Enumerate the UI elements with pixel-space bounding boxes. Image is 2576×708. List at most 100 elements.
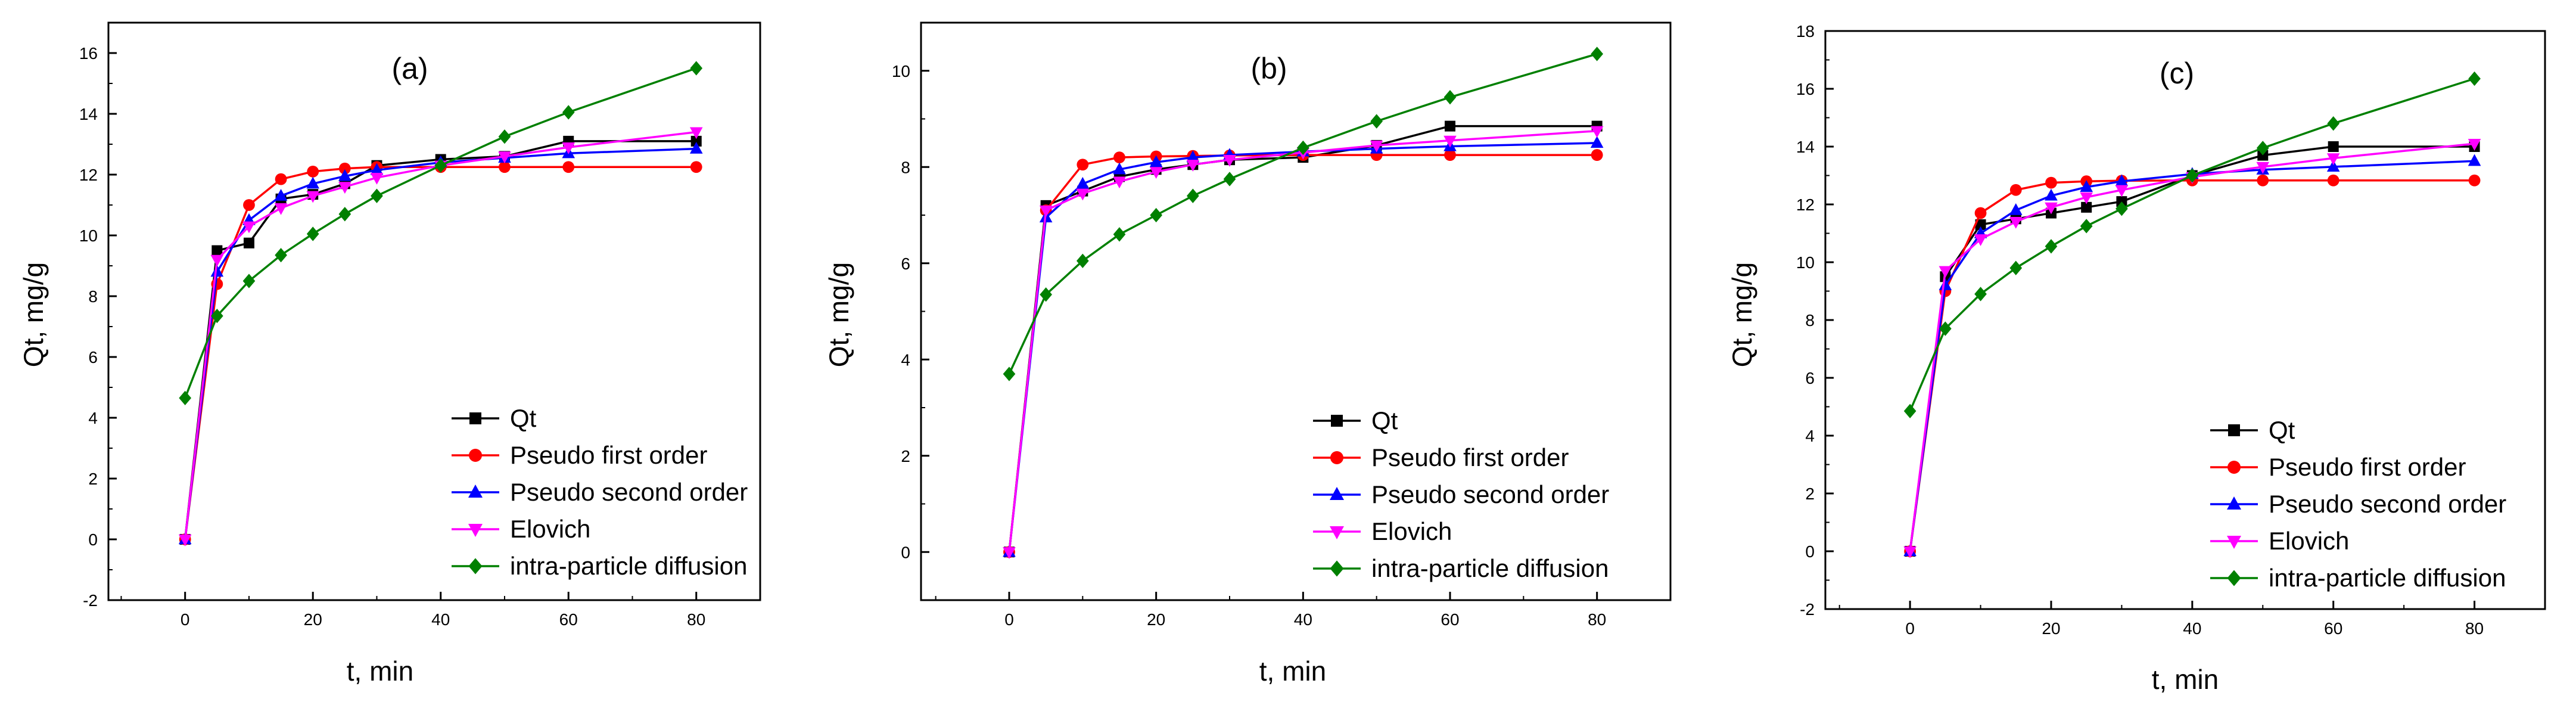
legend-marker — [468, 485, 483, 498]
y-axis-title: Qt, mg/g — [18, 262, 49, 367]
data-point — [2045, 176, 2057, 189]
data-point — [371, 188, 383, 203]
y-tick-label: 10 — [892, 62, 910, 80]
legend-marker — [1330, 560, 1344, 577]
data-point — [1150, 207, 1163, 223]
series-elovich — [1903, 139, 2481, 558]
data-point — [1443, 90, 1457, 105]
legend-label: Elovich — [1371, 517, 1452, 545]
y-tick-label: -2 — [1800, 600, 1815, 619]
y-tick-label: 10 — [79, 226, 98, 245]
y-axis-title: Qt, mg/g — [823, 262, 854, 367]
legend-entry: Pseudo first order — [2210, 453, 2466, 481]
data-point — [1445, 120, 1455, 132]
legend-entry: Qt — [1313, 406, 1398, 434]
data-point — [307, 166, 319, 178]
legend-marker — [468, 524, 483, 537]
data-point — [1939, 266, 1952, 278]
panel-label: (c) — [2160, 57, 2194, 90]
data-point — [2080, 192, 2093, 204]
data-point — [2045, 202, 2058, 215]
data-point — [689, 141, 703, 154]
data-point — [1039, 205, 1053, 218]
data-point — [1591, 46, 1604, 61]
data-point — [2468, 154, 2481, 166]
data-point — [370, 173, 384, 185]
data-point — [178, 534, 192, 546]
data-point — [338, 162, 351, 175]
data-point — [1223, 155, 1236, 167]
legend-label: Pseudo second order — [2269, 490, 2506, 518]
data-point — [242, 274, 256, 288]
panel-label: (a) — [391, 52, 428, 85]
x-tick-label: 40 — [1294, 610, 1312, 629]
data-point — [243, 199, 255, 211]
legend-entry: Pseudo first order — [452, 441, 708, 469]
y-axis-title: Qt, mg/g — [1726, 262, 1757, 367]
legend-label: Pseudo second order — [1371, 480, 1609, 508]
data-point — [1974, 207, 1987, 219]
data-point — [2326, 153, 2340, 166]
data-point — [2009, 260, 2023, 275]
y-tick-label: 16 — [79, 44, 98, 63]
plot-frame — [107, 21, 761, 601]
y-tick-label: 6 — [1805, 369, 1815, 387]
chart-panel-c: (c) t, min Qt, mg/g 0 20 40 60 80 -2 0 2 4 6 8 10 12… — [1726, 22, 2546, 695]
series-line — [184, 67, 697, 399]
x-tick-label: 40 — [431, 610, 450, 629]
data-point — [562, 142, 575, 154]
legend-entry: Elovich — [452, 515, 590, 543]
chart-panel-a: (a) t, min Qt, mg/g 0 20 40 60 80 -2 0 2 4 6 8 10 12… — [18, 21, 761, 687]
data-point — [498, 129, 511, 144]
x-tick-label: 40 — [2183, 619, 2201, 638]
y-tick-label: 0 — [901, 543, 910, 561]
data-point — [1186, 150, 1200, 163]
data-point — [2115, 201, 2128, 216]
legend-label: intra-particle diffusion — [510, 552, 747, 580]
data-point — [211, 245, 223, 256]
data-point — [2256, 141, 2269, 156]
data-point — [1076, 188, 1090, 201]
x-axis-title: t, min — [2152, 664, 2219, 695]
legend-label: Qt — [1371, 406, 1398, 434]
data-point — [338, 169, 351, 181]
legend-marker — [2227, 496, 2241, 510]
data-point — [1590, 126, 1604, 138]
y-tick-label: 10 — [1796, 253, 1815, 272]
legend-marker — [2227, 570, 2241, 586]
data-point — [274, 189, 288, 201]
y-tick-label: 2 — [88, 470, 98, 488]
data-point — [1149, 155, 1163, 167]
data-point — [370, 163, 384, 175]
series-elovich — [1003, 126, 1604, 559]
data-point — [1939, 321, 1952, 336]
series-intra-particle-diffusion — [179, 61, 703, 405]
legend-marker — [1330, 451, 1343, 464]
data-point — [1113, 176, 1126, 189]
legend-label: intra-particle diffusion — [2269, 564, 2506, 592]
y-tick-label: 8 — [88, 287, 98, 306]
plot-frame — [920, 21, 1672, 601]
legend-entry: intra-particle diffusion — [2210, 564, 2506, 592]
data-point — [2327, 174, 2339, 187]
legend-marker — [1330, 487, 1344, 500]
x-tick-label: 20 — [1147, 610, 1165, 629]
data-point — [2256, 162, 2270, 174]
data-point — [1443, 135, 1457, 148]
data-point — [2080, 180, 2093, 192]
y-tick-label: 2 — [901, 447, 910, 465]
data-point — [2009, 217, 2023, 229]
data-point — [1003, 367, 1016, 381]
data-point — [1076, 253, 1089, 268]
data-point — [1003, 547, 1016, 559]
y-tick-label: 18 — [1796, 22, 1815, 41]
data-point — [689, 127, 703, 139]
legend-entry: Elovich — [1313, 517, 1452, 545]
x-axis-title: t, min — [1259, 656, 1326, 687]
x-tick-label: 0 — [181, 610, 190, 629]
legend-marker — [1330, 526, 1344, 539]
series-intra-particle-diffusion — [1903, 71, 2481, 418]
data-point — [1076, 176, 1090, 189]
data-point — [210, 265, 224, 277]
